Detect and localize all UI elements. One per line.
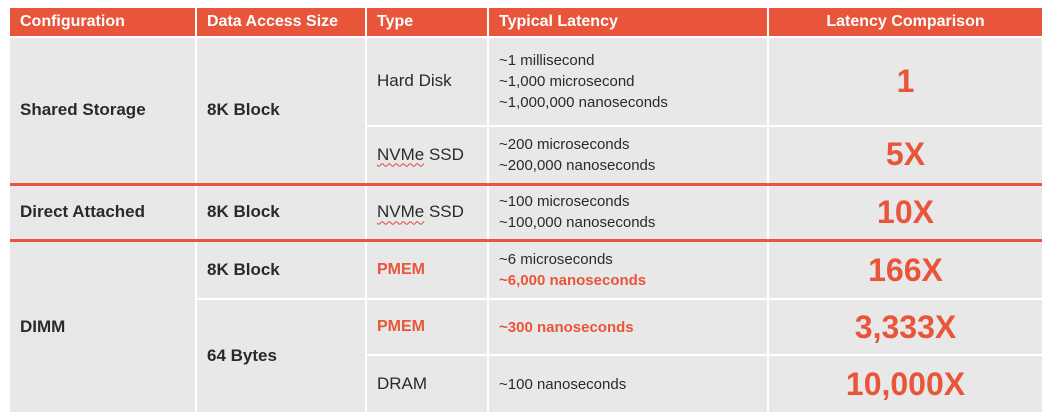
comparison-hard-disk: 1 <box>768 36 1042 126</box>
type-ssd-word: SSD <box>424 202 464 222</box>
latency-pmem-64: ~300 nanoseconds <box>488 298 769 356</box>
table-row: DIMM 8K Block PMEM ~6 microseconds ~6,00… <box>10 239 1042 412</box>
latency-table: Configuration Data Access Size Type Typi… <box>10 8 1042 412</box>
latency-line: ~100 nanoseconds <box>499 375 627 393</box>
latency-line-highlight: ~300 nanoseconds <box>499 318 634 336</box>
latency-line: ~200,000 nanoseconds <box>499 156 656 174</box>
type-hard-disk: Hard Disk <box>366 36 489 126</box>
table-row: Shared Storage 8K Block Hard Disk ~1 mil… <box>10 35 1042 185</box>
header-typical-latency: Typical Latency <box>488 8 769 37</box>
latency-table-panel: Configuration Data Access Size Type Typi… <box>10 8 1042 412</box>
type-nvme-word: NVMe <box>377 144 425 164</box>
type-pmem-64: PMEM <box>366 298 489 356</box>
latency-pmem-8k: ~6 microseconds ~6,000 nanoseconds <box>488 239 769 300</box>
type-nvme-word: NVMe <box>377 202 425 222</box>
comparison-dram: 10,000X <box>768 354 1042 412</box>
type-ssd-word: SSD <box>424 144 464 164</box>
latency-line: ~1,000,000 nanoseconds <box>499 93 668 111</box>
header-configuration: Configuration <box>10 8 197 37</box>
size-dimm-8k: 8K Block <box>196 239 367 300</box>
type-dram: DRAM <box>366 354 489 412</box>
table-row: NVMe SSD ~200 microseconds ~200,000 nano… <box>10 124 1042 185</box>
latency-line: ~1,000 microsecond <box>499 72 635 90</box>
latency-hard-disk: ~1 millisecond ~1,000 microsecond ~1,000… <box>488 36 769 126</box>
type-nvme-ssd-shared: NVMe SSD <box>366 124 489 185</box>
latency-line: ~100 microseconds <box>499 193 630 211</box>
size-shared-storage: 8K Block <box>196 35 367 185</box>
latency-dram: ~100 nanoseconds <box>488 354 769 412</box>
config-dimm: DIMM <box>10 239 197 412</box>
latency-line: ~200 microseconds <box>499 135 630 153</box>
latency-line: ~100,000 nanoseconds <box>499 214 656 232</box>
config-shared-storage: Shared Storage <box>10 35 197 185</box>
table-row: Direct Attached 8K Block NVMe SSD ~100 m… <box>10 182 1042 241</box>
header-row: Configuration Data Access Size Type Typi… <box>10 8 1042 37</box>
type-pmem-8k: PMEM <box>366 239 489 300</box>
table-row: 64 Bytes PMEM ~300 nanoseconds 3,333X <box>10 298 1042 412</box>
latency-nvme-ssd-shared: ~200 microseconds ~200,000 nanoseconds <box>488 124 769 185</box>
size-dimm-64: 64 Bytes <box>196 298 367 412</box>
comparison-pmem-8k: 166X <box>768 239 1042 300</box>
header-latency-comparison: Latency Comparison <box>768 8 1042 37</box>
config-direct-attached: Direct Attached <box>10 182 197 241</box>
size-direct-attached: 8K Block <box>196 182 367 241</box>
latency-nvme-ssd-direct: ~100 microseconds ~100,000 nanoseconds <box>488 182 769 241</box>
comparison-nvme-ssd-direct: 10X <box>768 182 1042 241</box>
latency-line-highlight: ~6,000 nanoseconds <box>499 272 647 290</box>
type-nvme-ssd-direct: NVMe SSD <box>366 182 489 241</box>
table-row: DRAM ~100 nanoseconds 10,000X <box>10 354 1042 412</box>
latency-line: ~1 millisecond <box>499 51 595 69</box>
header-type: Type <box>366 8 489 37</box>
comparison-pmem-64: 3,333X <box>768 298 1042 356</box>
header-data-access-size: Data Access Size <box>196 8 367 37</box>
comparison-nvme-ssd-shared: 5X <box>768 124 1042 185</box>
latency-line: ~6 microseconds <box>499 251 613 269</box>
